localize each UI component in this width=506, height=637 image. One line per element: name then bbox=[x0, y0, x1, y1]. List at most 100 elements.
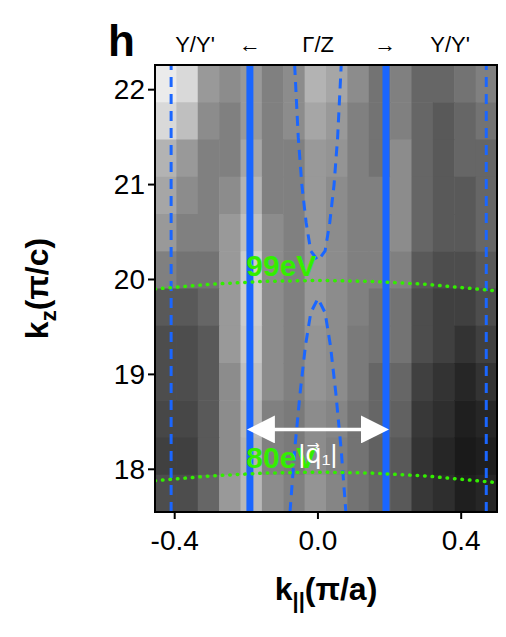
heatmap-cell bbox=[262, 289, 284, 327]
heatmap-cell bbox=[412, 177, 434, 215]
heatmap-cell bbox=[155, 102, 177, 140]
heatmap-cell bbox=[198, 438, 220, 476]
x-tick bbox=[460, 512, 462, 519]
heatmap-cell bbox=[326, 177, 348, 215]
heatmap-cell bbox=[262, 65, 284, 103]
heatmap-cell bbox=[155, 326, 177, 364]
heatmap-cell bbox=[347, 326, 369, 364]
y-tick-label: 18 bbox=[114, 454, 145, 485]
series-line bbox=[290, 298, 346, 512]
y-tick-label: 19 bbox=[114, 359, 145, 390]
heatmap-cell bbox=[176, 363, 198, 401]
x-tick bbox=[317, 512, 319, 519]
heatmap-cell bbox=[198, 140, 220, 178]
heatmap-cell bbox=[305, 214, 327, 252]
annotation-arrow bbox=[254, 428, 382, 432]
heatmap-cell bbox=[305, 400, 327, 438]
heatmap-cell bbox=[262, 363, 284, 401]
heatmap-cell bbox=[262, 475, 284, 512]
heatmap-cell bbox=[176, 177, 198, 215]
heatmap-cell bbox=[454, 438, 476, 476]
heatmap-cell bbox=[347, 251, 369, 289]
annotation-label: |q⃗₁| bbox=[299, 439, 338, 469]
heatmap-cell bbox=[347, 214, 369, 252]
heatmap-cell bbox=[155, 65, 177, 103]
series-line bbox=[382, 65, 389, 512]
heatmap-cell bbox=[219, 326, 241, 364]
chart: 99eV80eV|q⃗₁|1819202122-0.40.00.4k||(π/a… bbox=[0, 0, 506, 637]
heatmap-cell bbox=[433, 140, 455, 178]
heatmap-cell bbox=[176, 475, 198, 512]
heatmap-cell bbox=[390, 102, 412, 140]
title-part: (π/a) bbox=[305, 571, 378, 607]
heatmap-cell bbox=[176, 65, 198, 103]
heatmap-cell bbox=[305, 177, 327, 215]
heatmap-cell bbox=[326, 65, 348, 103]
y-tick bbox=[148, 184, 155, 186]
series-label: 99eV bbox=[246, 249, 316, 282]
heatmap-cell bbox=[390, 140, 412, 178]
heatmap-cell bbox=[155, 363, 177, 401]
x-tick-label: -0.4 bbox=[151, 525, 199, 556]
title-part: (π/c) bbox=[19, 238, 55, 311]
heatmap-cell bbox=[412, 102, 434, 140]
heatmap-cell bbox=[155, 177, 177, 215]
top-label: → bbox=[374, 32, 396, 57]
x-tick bbox=[174, 512, 176, 519]
heatmap-cell bbox=[390, 65, 412, 103]
heatmap-cell bbox=[347, 400, 369, 438]
heatmap-cell bbox=[283, 326, 305, 364]
heatmap-cell bbox=[262, 400, 284, 438]
heatmap-cell bbox=[262, 102, 284, 140]
heatmap-cell bbox=[198, 177, 220, 215]
heatmap-cell bbox=[262, 140, 284, 178]
heatmap-cell bbox=[198, 65, 220, 103]
heatmap-cell bbox=[326, 140, 348, 178]
heatmap-cell bbox=[176, 438, 198, 476]
heatmap-cell bbox=[176, 214, 198, 252]
heatmap-cell bbox=[433, 251, 455, 289]
heatmap-cell bbox=[412, 251, 434, 289]
heatmap-cell bbox=[454, 363, 476, 401]
heatmap-cell bbox=[433, 326, 455, 364]
heatmap-cell bbox=[305, 140, 327, 178]
heatmap-cell bbox=[283, 102, 305, 140]
heatmap-cell bbox=[176, 289, 198, 327]
heatmap-cell bbox=[219, 363, 241, 401]
heatmap-cell bbox=[454, 214, 476, 252]
heatmap-cell bbox=[412, 326, 434, 364]
heatmap-cell bbox=[198, 400, 220, 438]
heatmap-cell bbox=[155, 140, 177, 178]
heatmap-cell bbox=[219, 400, 241, 438]
heatmap-cell bbox=[198, 102, 220, 140]
y-tick bbox=[148, 468, 155, 470]
heatmap-cell bbox=[433, 363, 455, 401]
heatmap-cell bbox=[454, 326, 476, 364]
title-part: k bbox=[19, 321, 55, 339]
heatmap-cell bbox=[155, 438, 177, 476]
heatmap-cell bbox=[412, 214, 434, 252]
heatmap-cell bbox=[390, 214, 412, 252]
heatmap-cell bbox=[390, 177, 412, 215]
top-label: ← bbox=[239, 32, 261, 57]
series-line bbox=[155, 472, 497, 482]
heatmap-cell bbox=[262, 214, 284, 252]
heatmap-cell bbox=[219, 102, 241, 140]
heatmap-cell bbox=[412, 438, 434, 476]
heatmap-cell bbox=[390, 326, 412, 364]
heatmap-cell bbox=[412, 363, 434, 401]
heatmap-cell bbox=[198, 289, 220, 327]
heatmap-cell bbox=[155, 289, 177, 327]
top-label: Y/Y' bbox=[430, 32, 470, 57]
heatmap-cell bbox=[347, 289, 369, 327]
heatmap-cell bbox=[176, 102, 198, 140]
heatmap-cell bbox=[433, 65, 455, 103]
heatmap-cell bbox=[283, 214, 305, 252]
plot-area bbox=[155, 65, 497, 512]
heatmap-cell bbox=[433, 177, 455, 215]
heatmap-cell bbox=[262, 326, 284, 364]
heatmap-cell bbox=[219, 177, 241, 215]
heatmap-cell bbox=[454, 65, 476, 103]
heatmap-cell bbox=[412, 475, 434, 512]
heatmap-cell bbox=[390, 438, 412, 476]
